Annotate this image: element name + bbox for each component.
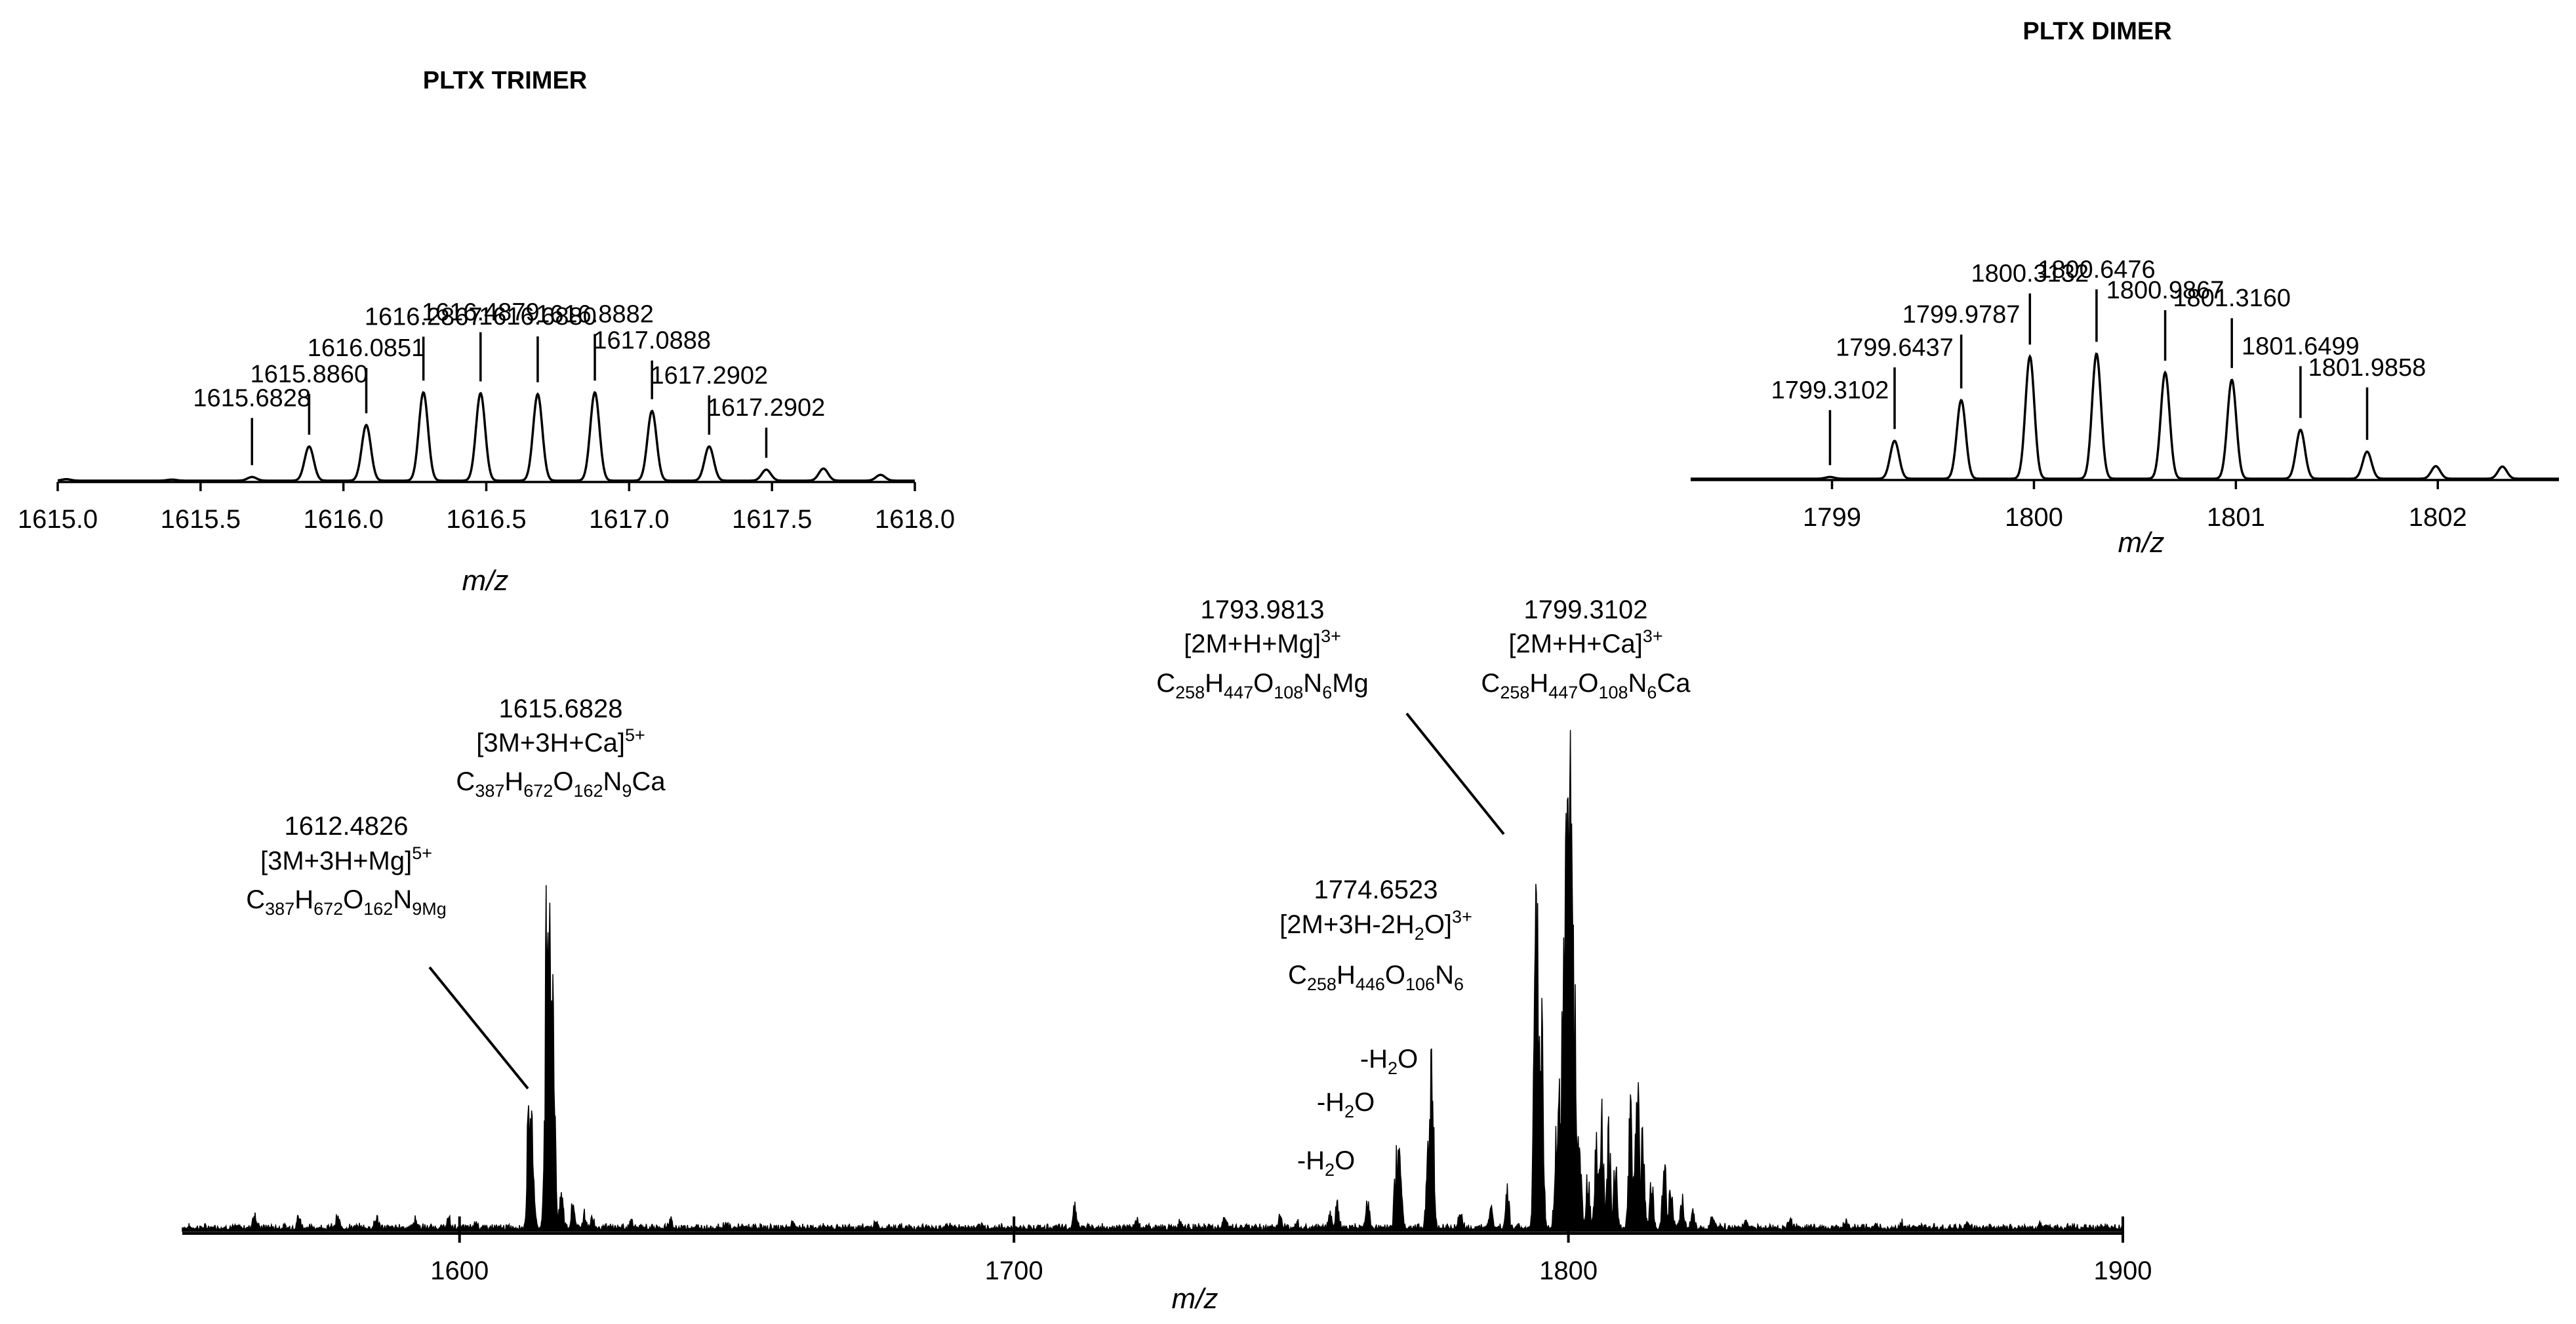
dimer-peak-label: 1800.9867 bbox=[2106, 277, 2224, 304]
trimer-tick-label: 1615.0 bbox=[18, 505, 98, 534]
annotation-trimer-ca: 1615.6828 [3M+3H+Ca]5+ C387H672O162N9Ca bbox=[456, 694, 666, 801]
water-loss-label-2: -H2O bbox=[1317, 1088, 1375, 1121]
annotation-water-loss-mass: 1774.6523 bbox=[1314, 875, 1438, 904]
trimer-peak-labels: 1615.68281615.88601616.08511616.28671616… bbox=[193, 299, 825, 466]
trimer-tick-label: 1616.0 bbox=[303, 505, 383, 534]
dimer-peak-label: 1800.6476 bbox=[2038, 256, 2156, 283]
trimer-tick-label: 1615.5 bbox=[161, 505, 241, 534]
annotation-dimer-ca: 1799.3102 [2M+H+Ca]3+ C258H447O108N6Ca bbox=[1481, 595, 1691, 702]
dimer-x-ticks: 1799 1800 1801 1802 bbox=[1803, 480, 2467, 532]
water-loss-label-1: -H2O bbox=[1360, 1045, 1418, 1078]
main-tick-label: 1900 bbox=[2094, 1256, 2152, 1285]
trimer-peak-label: 1616.4879 bbox=[422, 299, 540, 327]
trimer-peak-label: 1616.8882 bbox=[536, 300, 654, 328]
main-x-ticks: 1600 1700 1800 1900 bbox=[430, 1216, 2152, 1285]
annotation-dimer-mg: 1793.9813 [2M+H+Mg]3+ C258H447O108N6Mg bbox=[1156, 595, 1505, 835]
trimer-peak-label: 1617.2902 bbox=[708, 394, 826, 422]
dimer-peak-label: 1799.6437 bbox=[1836, 334, 1954, 361]
annotation-dimer-ca-formula: C258H447O108N6Ca bbox=[1481, 669, 1691, 702]
annotation-dimer-ca-mass: 1799.3102 bbox=[1523, 595, 1647, 624]
annotation-dimer-mg-mass: 1793.9813 bbox=[1200, 595, 1324, 624]
trimer-tick-label: 1617.0 bbox=[589, 505, 669, 534]
annotation-water-loss-formula: C258H446O106N6 bbox=[1288, 961, 1464, 994]
dimer-x-axis-label: m/z bbox=[2118, 527, 2165, 559]
trimer-x-ticks: 1615.0 1615.5 1616.0 1616.5 1617.0 1617.5 1618… bbox=[18, 482, 955, 534]
trimer-x-axis-label: m/z bbox=[462, 565, 509, 597]
trimer-peak-label: 1616.2867 bbox=[365, 303, 483, 331]
dimer-tick-label: 1799 bbox=[1803, 503, 1861, 532]
annotation-dimer-mg-leader bbox=[1405, 712, 1505, 835]
main-tick-label: 1600 bbox=[430, 1256, 489, 1285]
water-loss-label-3: -H2O bbox=[1297, 1146, 1355, 1180]
main-tick-label: 1700 bbox=[985, 1256, 1043, 1285]
dimer-tick-label: 1800 bbox=[2005, 503, 2063, 532]
annotation-trimer-ca-mass: 1615.6828 bbox=[498, 694, 622, 723]
dimer-peak-label: 1801.9858 bbox=[2308, 354, 2426, 382]
annotation-trimer-mg: 1612.4826 [3M+3H+Mg]5+ C387H672O162N9Mg bbox=[246, 812, 529, 1090]
annotation-dimer-mg-ion: [2M+H+Mg]3+ bbox=[1184, 626, 1341, 658]
dimer-spectrum-trace bbox=[1691, 352, 2559, 480]
trimer-tick-label: 1616.5 bbox=[446, 505, 526, 534]
trimer-tick-label: 1617.5 bbox=[732, 505, 812, 534]
annotation-trimer-mg-formula: C387H672O162N9Mg bbox=[246, 885, 447, 919]
dimer-tick-label: 1801 bbox=[2207, 503, 2265, 532]
annotation-trimer-ca-formula: C387H672O162N9Ca bbox=[456, 767, 666, 801]
trimer-title: PLTX TRIMER bbox=[423, 67, 588, 94]
trimer-tick-label: 1618.0 bbox=[875, 505, 955, 534]
annotation-trimer-mg-ion: [3M+3H+Mg]5+ bbox=[260, 843, 432, 875]
dimer-peak-label: 1801.6499 bbox=[2242, 332, 2360, 360]
trimer-peak-label: 1616.6880 bbox=[479, 303, 597, 331]
annotation-trimer-mg-leader bbox=[428, 966, 529, 1090]
trimer-peak-label: 1617.0888 bbox=[593, 327, 711, 355]
main-spectrum-panel: 1600 1700 1800 1900 m/z 1615.6828 [3M+3H+Ca… bbox=[182, 595, 2152, 1315]
annotation-dimer-ca-ion: [2M+H+Ca]3+ bbox=[1508, 626, 1662, 658]
trimer-peak-label: 1615.8860 bbox=[251, 361, 369, 388]
annotation-water-loss-ion: [2M+3H-2H2O]3+ bbox=[1279, 907, 1472, 944]
annotation-trimer-ca-ion: [3M+3H+Ca]5+ bbox=[476, 725, 645, 757]
annotation-trimer-mg-mass: 1612.4826 bbox=[284, 812, 408, 841]
trimer-peak-label: 1616.0851 bbox=[308, 334, 426, 362]
main-spectrum-trace bbox=[182, 730, 2123, 1233]
trimer-peak-label: 1615.6828 bbox=[193, 384, 311, 412]
dimer-peak-labels: 1799.31021799.64371799.97871800.31321800… bbox=[1771, 256, 2426, 466]
dimer-peak-label: 1801.3160 bbox=[2173, 285, 2291, 312]
dimer-peak-label: 1800.3132 bbox=[1971, 260, 2089, 288]
trimer-peak-label: 1617.2902 bbox=[650, 362, 768, 390]
dimer-inset-panel: PLTX DIMER 1799.3102 1799.6437 1799.9787 18… bbox=[1691, 18, 2559, 559]
main-x-axis-label: m/z bbox=[1172, 1283, 1218, 1315]
dimer-title: PLTX DIMER bbox=[2023, 18, 2171, 45]
dimer-peak-label: 1799.9787 bbox=[1902, 301, 2021, 329]
dimer-tick-label: 1802 bbox=[2409, 503, 2467, 532]
trimer-spectrum-trace bbox=[57, 391, 915, 482]
annotation-dimer-mg-formula: C258H447O108N6Mg bbox=[1156, 669, 1369, 702]
dimer-peak-label: 1799.3102 bbox=[1771, 376, 1889, 404]
main-tick-label: 1800 bbox=[1539, 1256, 1598, 1285]
annotation-dimer-water-loss: 1774.6523 [2M+3H-2H2O]3+ C258H446O106N6 bbox=[1279, 875, 1472, 994]
